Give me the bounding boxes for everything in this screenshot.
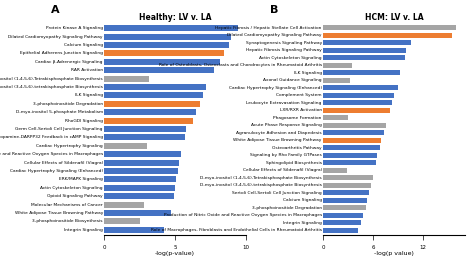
Text: B: B xyxy=(270,5,278,15)
Bar xyxy=(323,198,367,203)
Bar xyxy=(323,190,369,196)
Bar xyxy=(104,210,171,216)
Bar xyxy=(104,126,186,132)
Bar xyxy=(104,42,228,48)
Bar xyxy=(323,160,375,165)
Bar xyxy=(323,70,400,75)
Bar xyxy=(104,101,201,107)
Bar xyxy=(323,62,352,68)
Bar xyxy=(104,143,146,149)
Bar xyxy=(323,220,361,225)
Bar xyxy=(323,175,373,180)
Bar xyxy=(104,118,193,124)
Bar xyxy=(104,50,224,57)
Bar xyxy=(323,40,410,45)
Bar xyxy=(323,145,380,150)
Bar xyxy=(104,134,185,140)
Bar xyxy=(104,185,175,191)
Bar xyxy=(104,151,181,157)
Bar xyxy=(323,213,363,218)
Bar xyxy=(104,92,203,99)
Bar xyxy=(323,138,382,143)
Bar xyxy=(104,109,196,115)
Bar xyxy=(104,34,231,40)
Bar xyxy=(323,33,452,38)
X-axis label: -log(p-value): -log(p-value) xyxy=(155,251,195,256)
Bar xyxy=(323,78,350,83)
Bar xyxy=(104,67,214,73)
Text: A: A xyxy=(51,5,59,15)
Bar xyxy=(104,59,220,65)
X-axis label: -log(p value): -log(p value) xyxy=(374,251,414,256)
Bar xyxy=(323,55,405,60)
Bar xyxy=(323,167,346,173)
Bar xyxy=(323,130,384,135)
Bar xyxy=(104,168,178,174)
Bar xyxy=(104,76,149,82)
Bar xyxy=(323,85,398,91)
Bar xyxy=(323,228,358,233)
Bar xyxy=(323,47,406,53)
Bar xyxy=(104,84,206,90)
Bar xyxy=(104,176,176,182)
Bar xyxy=(104,201,144,208)
Title: HCM: LV v. LA: HCM: LV v. LA xyxy=(365,13,423,22)
Title: Healthy: LV v. LA: Healthy: LV v. LA xyxy=(139,13,211,22)
Bar xyxy=(104,159,179,166)
Bar xyxy=(104,227,164,233)
Bar xyxy=(323,123,385,128)
Bar xyxy=(323,108,390,113)
Bar xyxy=(323,93,394,98)
Bar xyxy=(323,205,365,211)
Bar xyxy=(104,193,173,199)
Bar xyxy=(323,183,372,188)
Bar xyxy=(323,25,456,30)
Bar xyxy=(104,218,140,224)
Bar xyxy=(104,25,238,31)
Bar xyxy=(323,100,392,106)
Bar xyxy=(323,115,348,120)
Bar xyxy=(323,152,377,158)
